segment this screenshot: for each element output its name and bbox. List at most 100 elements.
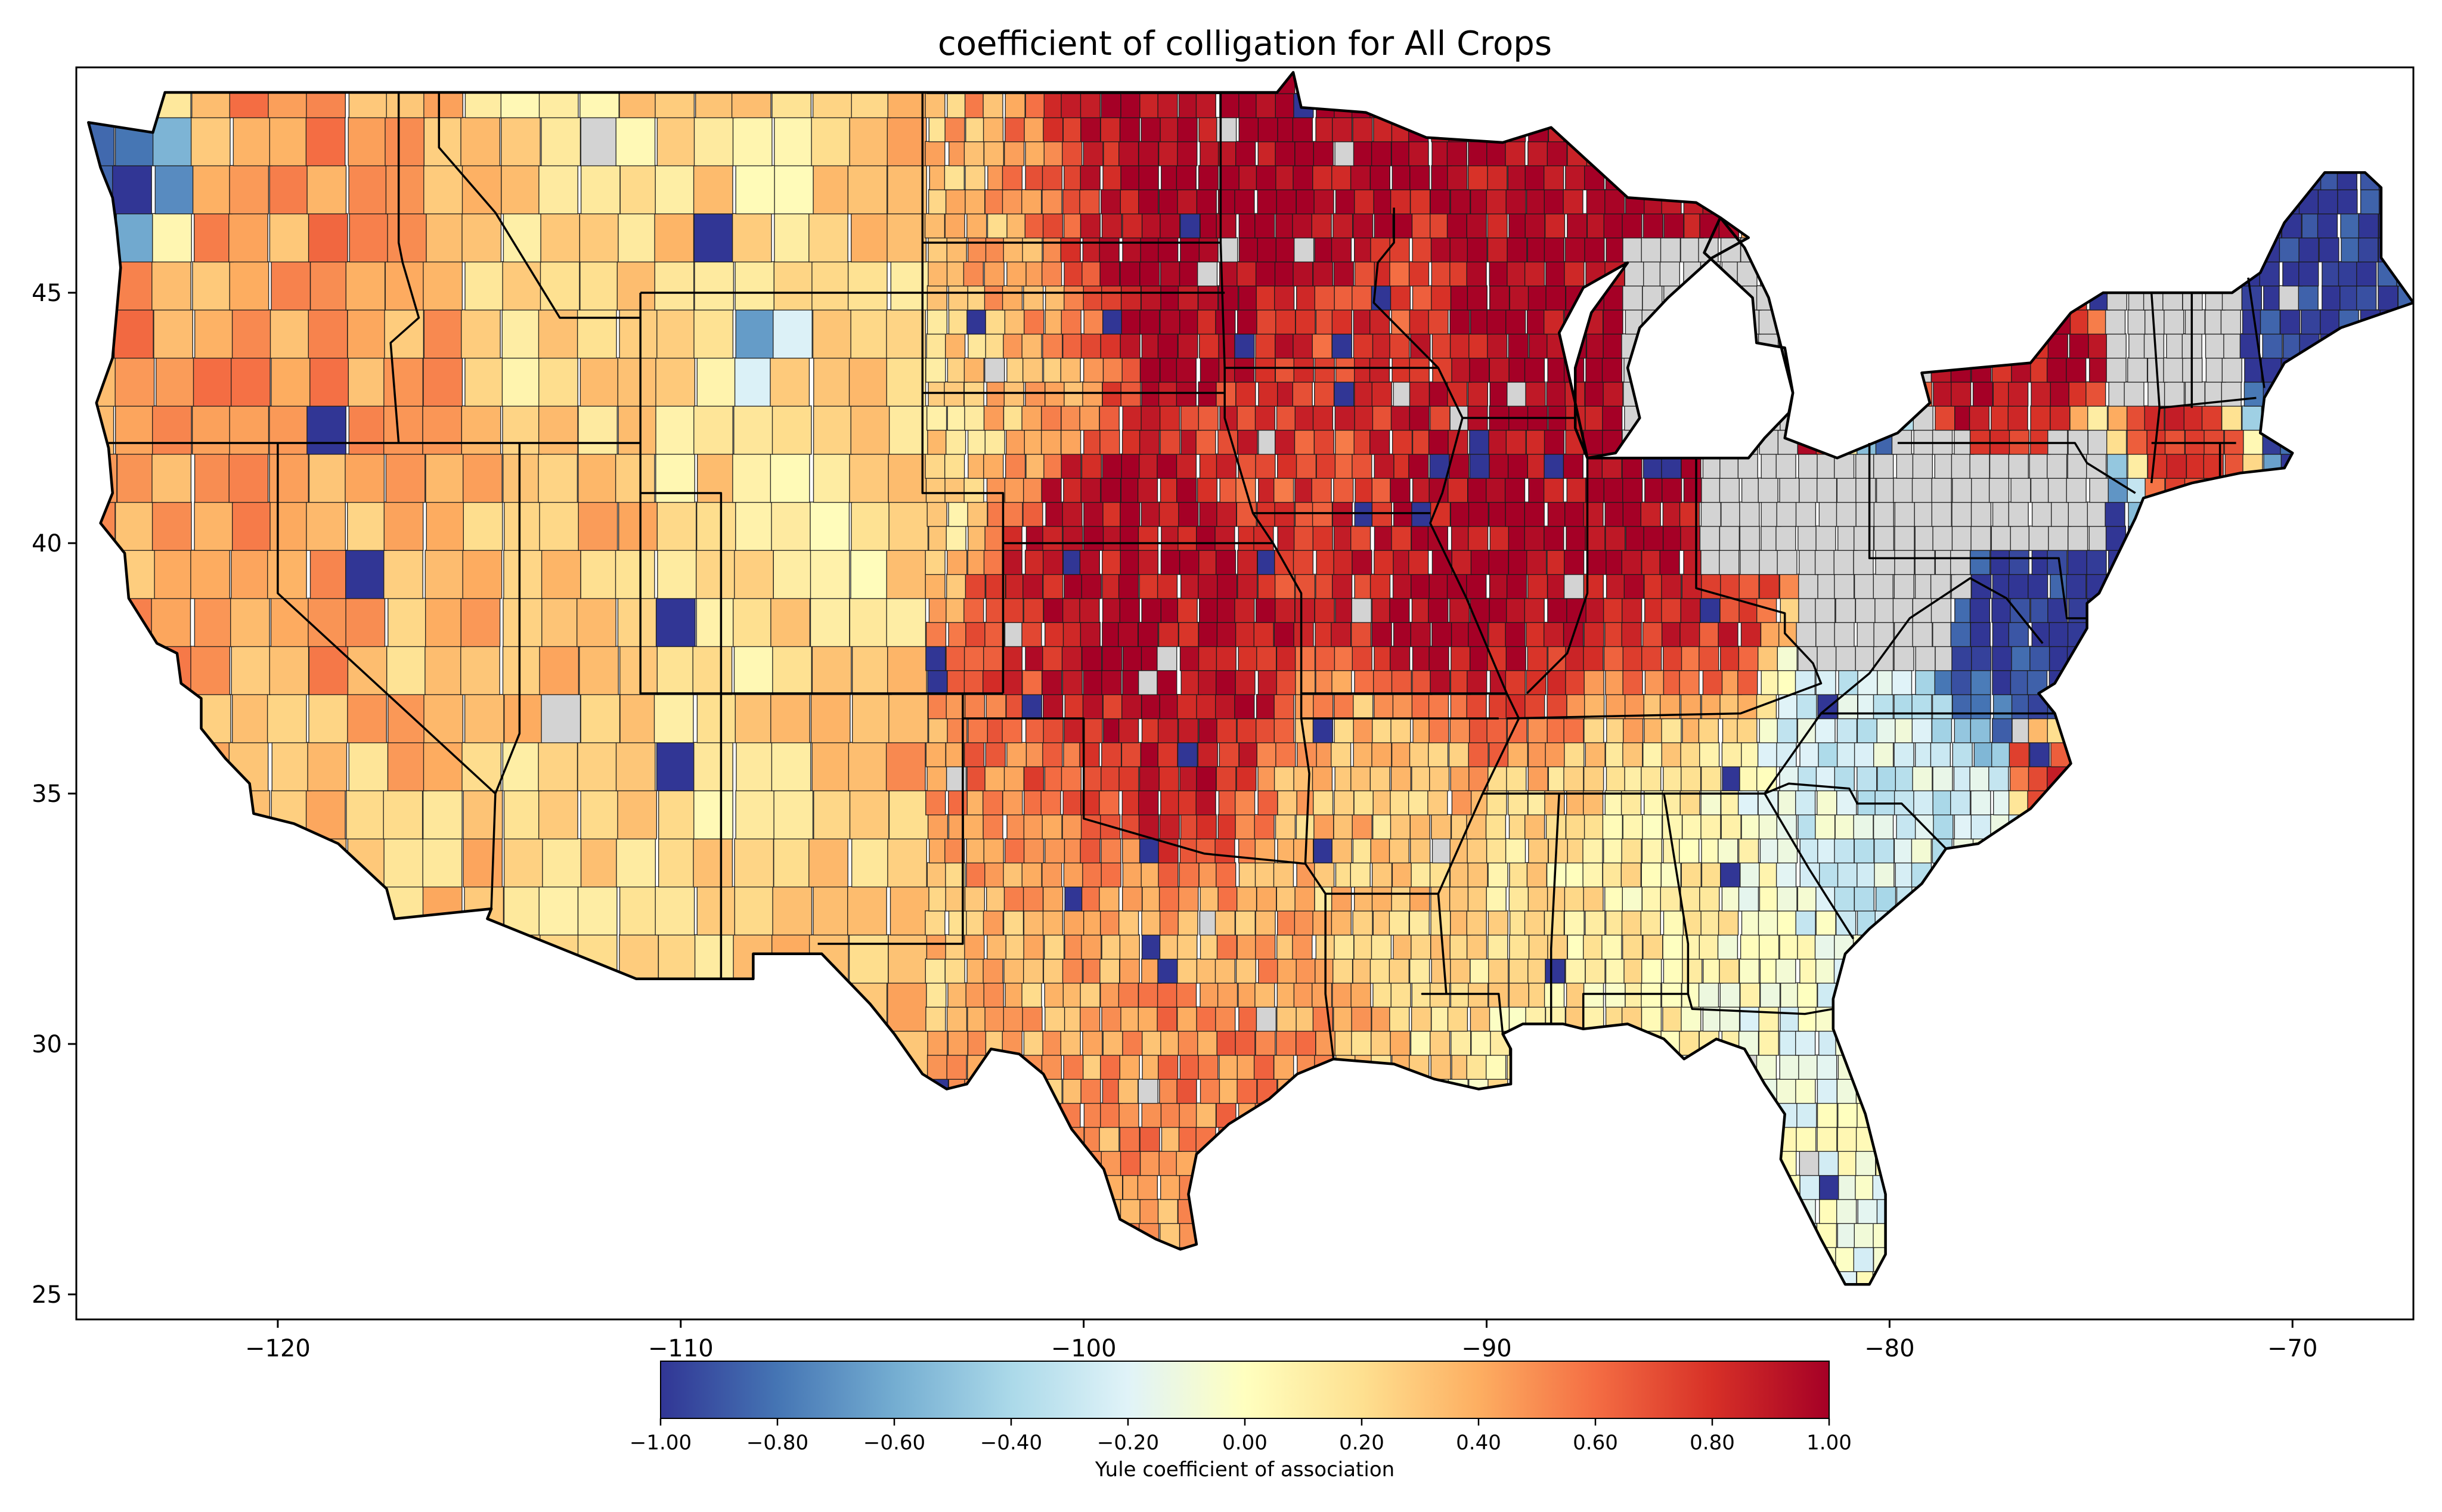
county-cell <box>1139 838 1160 864</box>
county-cell <box>1374 550 1394 575</box>
county-cell <box>615 742 656 792</box>
county-cell <box>76 21 114 70</box>
county-cell <box>1313 838 1334 864</box>
county-cell <box>616 21 655 70</box>
county-cell <box>1644 670 1665 695</box>
county-cell <box>2379 45 2398 70</box>
county-cell <box>1988 766 2009 792</box>
county-cell <box>1487 910 1508 936</box>
county-cell <box>1699 646 1719 671</box>
county-cell <box>2221 45 2241 70</box>
county-cell <box>190 117 231 166</box>
county-cell <box>1158 1151 1179 1176</box>
county-cell <box>1369 309 1390 335</box>
county-cell <box>926 333 947 359</box>
county-cell <box>267 21 306 70</box>
county-cell <box>1102 646 1123 671</box>
county-cell <box>1448 429 1468 455</box>
county-cell <box>1605 958 1626 984</box>
county-cell <box>850 405 891 455</box>
x-tick-label: −70 <box>2267 1335 2317 1362</box>
county-cell <box>885 742 926 792</box>
county-cell <box>1200 1079 1221 1104</box>
county-cell <box>424 646 465 695</box>
county-cell <box>2418 190 2438 214</box>
county-cell <box>1081 574 1102 599</box>
county-cell <box>1257 189 1278 215</box>
county-cell <box>985 237 1006 263</box>
county-cell <box>1931 478 1952 503</box>
county-cell <box>658 838 698 888</box>
county-cell <box>1138 1079 1158 1104</box>
county-cell <box>1775 862 1797 888</box>
county-cell <box>540 261 580 311</box>
county-cell <box>152 117 193 166</box>
county-cell <box>192 21 231 70</box>
county-cell <box>1082 693 1104 720</box>
county-cell <box>1620 862 1641 888</box>
county-cell <box>928 693 949 720</box>
county-cell <box>944 478 965 503</box>
county-cell <box>1003 333 1024 359</box>
colorbar-tick-label: −0.40 <box>980 1431 1042 1455</box>
county-cell <box>1121 742 1142 767</box>
county-cell <box>1621 621 1642 647</box>
county-cell <box>348 165 389 215</box>
county-cell <box>656 742 696 792</box>
county-cell <box>1718 621 1738 647</box>
county-cell <box>1023 285 1044 311</box>
county-cell <box>1257 237 1278 263</box>
county-cell <box>1335 357 1356 383</box>
county-cell <box>2415 1007 2435 1031</box>
county-cell <box>346 21 385 70</box>
county-cell <box>1470 1006 1490 1032</box>
county-cell <box>1431 838 1453 864</box>
county-cell <box>963 742 985 767</box>
county-cell <box>886 309 926 359</box>
county-cell <box>1006 261 1027 287</box>
county-cell <box>1527 742 1549 767</box>
county-cell <box>1528 934 1550 960</box>
county-cell <box>2147 453 2168 479</box>
county-cell <box>1544 453 1564 479</box>
county-cell <box>848 934 889 984</box>
county-cell <box>229 261 269 311</box>
x-tick-label: −100 <box>1051 1335 1117 1362</box>
county-cell <box>1817 1079 1837 1104</box>
county-cell <box>1641 646 1662 671</box>
county-cell <box>1582 838 1603 864</box>
county-cell <box>1798 766 1818 792</box>
county-cell <box>1120 381 1141 407</box>
county-cell <box>1796 621 1817 647</box>
county-cell <box>2416 1223 2435 1248</box>
county-cell <box>1604 621 1625 647</box>
county-cell <box>1255 261 1276 287</box>
county-cell <box>1177 910 1198 936</box>
county-cell <box>385 117 425 166</box>
county-cell <box>1276 670 1297 695</box>
county-cell <box>1216 381 1237 407</box>
county-cell <box>1021 862 1042 888</box>
county-cell <box>2220 309 2241 335</box>
county-cell <box>1198 1054 1219 1080</box>
county-cell <box>1392 357 1412 383</box>
county-cell <box>1062 621 1084 647</box>
county-cell <box>1080 838 1101 864</box>
county-cell <box>1238 237 1260 263</box>
county-cell <box>983 958 1003 984</box>
county-cell <box>1003 766 1025 792</box>
county-cell <box>2087 405 2108 431</box>
county-cell <box>1237 574 1258 599</box>
county-cell <box>1275 814 1296 839</box>
county-cell <box>946 646 966 671</box>
county-cell <box>1062 525 1083 551</box>
county-cell <box>502 21 541 70</box>
county-cell <box>693 742 733 792</box>
county-cell <box>771 501 811 551</box>
county-cell <box>1389 597 1410 623</box>
county-cell <box>2127 429 2147 455</box>
county-cell <box>1316 453 1337 479</box>
county-cell <box>1951 525 1972 551</box>
county-cell <box>1062 790 1083 816</box>
county-cell <box>1659 550 1680 575</box>
